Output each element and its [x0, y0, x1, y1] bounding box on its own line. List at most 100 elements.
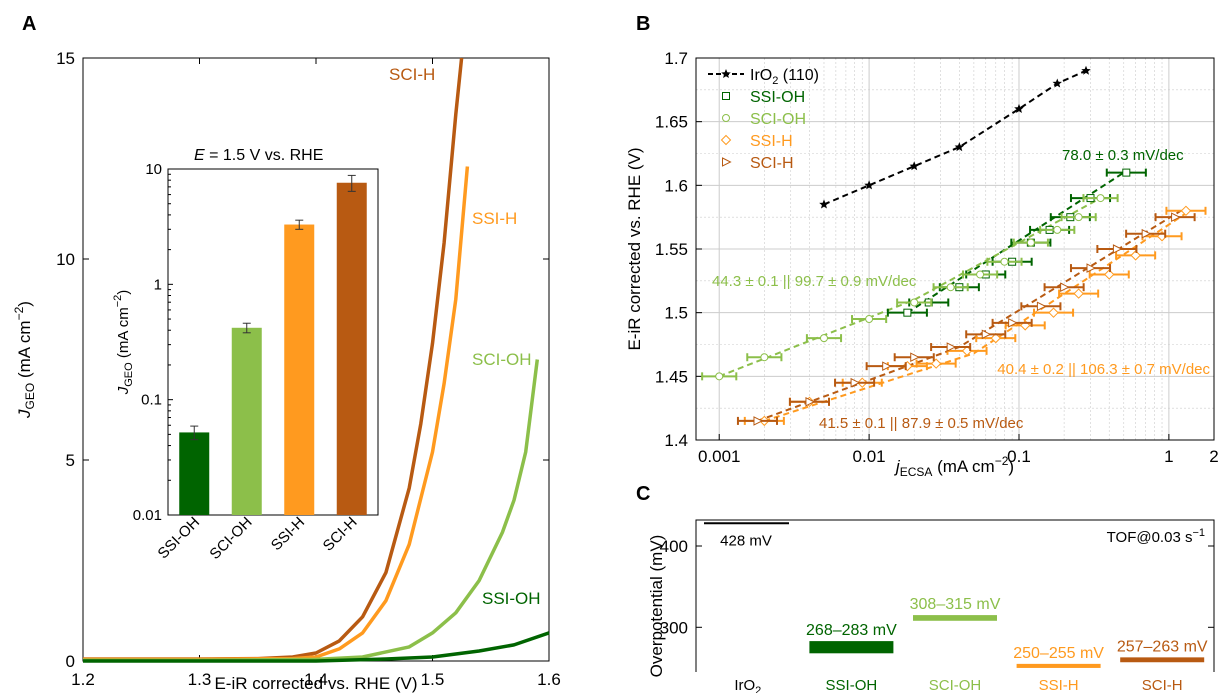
- panel-a-xtick-label: 1.5: [421, 670, 445, 689]
- panel-b-legend-label: IrO2 (110): [750, 67, 819, 87]
- panel-b-point-triangle: [1171, 212, 1181, 222]
- panel-b-ytick-label: 1.5: [664, 304, 688, 323]
- panel-b-point-triangle: [1008, 318, 1018, 328]
- panel-b-point-triangle: [805, 396, 816, 407]
- panel-a-ylabel-unit: (mA cm: [15, 320, 34, 382]
- inset-ytick-label: 1: [154, 276, 162, 293]
- panel-a-chart: 1.2 1.3 1.4 1.5 1.6 0 5 10 15 E-iR corrected vs. …: [12, 49, 561, 693]
- panel-b-point-diamond: [930, 358, 942, 369]
- panel-c-category-label: SCI-OH: [929, 677, 982, 693]
- panel-b-legend-marker: [722, 114, 730, 122]
- panel-c-frame: [695, 519, 1215, 672]
- panel-label-c: C: [636, 483, 650, 505]
- panel-c-tof-note: TOF@0.03 s−1: [1107, 527, 1205, 546]
- panel-a-ylabel-sub: GEO: [23, 383, 37, 410]
- panel-c-range-bar: [809, 641, 894, 654]
- panel-c-category-main: SSI-H: [1039, 677, 1079, 693]
- panel-b-point-square: [1122, 168, 1131, 177]
- panel-a-series-line-ssi-oh: [83, 631, 550, 663]
- panel-b-slope-annotation: 78.0 ± 0.3 mV/dec: [1062, 147, 1184, 164]
- inset-y-axis-label: JGEO (mA cm−2): [112, 290, 135, 396]
- panel-a-ytick-label: 0: [66, 652, 75, 671]
- panel-b-legend-name: IrO: [750, 67, 772, 84]
- panel-b-legend-marker: [722, 92, 730, 100]
- panel-b-point-star: [819, 199, 829, 209]
- panel-b-slope-annotation: 40.4 ± 0.2 || 106.3 ± 0.7 mV/dec: [997, 361, 1210, 378]
- panel-label-b: B: [636, 13, 650, 35]
- panel-b-point-circle: [910, 298, 919, 307]
- panel-b-point-circle: [1096, 194, 1105, 203]
- panel-b-point-triangle: [981, 329, 992, 340]
- panel-b-point-circle: [715, 372, 724, 381]
- panel-a-ytick-label: 5: [66, 451, 75, 470]
- inset-category-label: SSI-H: [268, 514, 308, 554]
- panel-c-tof-text: TOF@0.03 s: [1107, 529, 1193, 546]
- panel-b-point-star: [954, 142, 965, 152]
- panel-b-point-star: [909, 161, 919, 171]
- panel-c-range-label: 428 mV: [720, 532, 772, 549]
- panel-c-category-main: SCI-H: [1142, 677, 1183, 693]
- panel-b-point-star: [1014, 103, 1024, 113]
- inset-title-rest: = 1.5 V vs. RHE: [205, 147, 324, 164]
- panel-b-fit-line: [823, 69, 1087, 206]
- panel-b-ytick-label: 1.65: [655, 113, 688, 132]
- panel-b-ytick-label: 1.7: [664, 49, 688, 68]
- panel-b-point-circle: [865, 315, 874, 324]
- panel-c-ytick-label: 300: [660, 618, 688, 637]
- panel-b-fit-line: [757, 209, 1182, 422]
- panel-c-range-label: 308–315 mV: [910, 596, 1001, 613]
- panel-c-ytick-label: 400: [660, 537, 688, 556]
- inset-frame: [167, 168, 379, 516]
- panel-b-xlabel-j: j: [894, 457, 901, 476]
- panel-b-point-triangle: [910, 352, 920, 363]
- panel-b-legend-marker: [722, 157, 732, 167]
- panel-b-point-triangle: [946, 342, 957, 352]
- panel-a-x-axis-label: E-iR corrected vs. RHE (V): [214, 674, 417, 693]
- panel-b-legend-label: SCI-H: [750, 155, 794, 172]
- inset-bar-sci-h: [336, 182, 367, 516]
- panel-b-point-star: [1052, 78, 1062, 88]
- panel-label-a: A: [22, 13, 36, 35]
- panel-b-point-diamond: [1073, 288, 1084, 299]
- inset-title-e: E: [194, 147, 205, 164]
- panel-a-ytick-label: 15: [56, 49, 75, 68]
- panel-b-slope-annotation: 44.3 ± 0.1 || 99.7 ± 0.9 mV/dec: [712, 273, 917, 290]
- panel-b-legend-name: SSI-OH: [750, 89, 805, 106]
- panel-b-legend-marker: [720, 134, 732, 146]
- panel-b-point-diamond: [990, 332, 1001, 344]
- inset-ytick-label: 10: [145, 161, 162, 178]
- panel-c-tof-exp: −1: [1192, 527, 1205, 539]
- panel-b-point-triangle: [850, 377, 861, 388]
- panel-a-xtick-label: 1.4: [304, 670, 328, 689]
- panel-b-xtick-label: 0.01: [853, 447, 886, 466]
- inset-title: E = 1.5 V vs. RHE: [194, 147, 323, 164]
- inset-category-label: SCI-H: [320, 514, 361, 555]
- panel-b-fit-line: [718, 197, 1101, 378]
- panel-a-ylabel-j: J: [15, 409, 34, 419]
- panel-b-legend-name: SCI-H: [750, 155, 794, 172]
- inset-category-label: SCI-OH: [206, 514, 255, 563]
- panel-b-point-triangle: [1141, 228, 1152, 239]
- panel-b-legend-name: SCI-OH: [750, 111, 806, 128]
- panel-b-point-triangle: [1036, 301, 1047, 312]
- panel-c-category-label: SSI-OH: [826, 677, 878, 693]
- panel-b-point-triangle: [1086, 263, 1097, 273]
- panel-c-category-label: SCI-H: [1142, 677, 1183, 693]
- inset-ylabel-sub: GEO: [123, 362, 135, 387]
- panel-c-category-sub: 2: [755, 685, 761, 693]
- inset-ylabel-exp: −2: [112, 295, 124, 308]
- inset-ylabel-j: J: [115, 386, 132, 395]
- panel-b-point-diamond: [1104, 269, 1115, 280]
- inset-bar-sci-oh: [231, 327, 262, 515]
- panel-c-range-bar: [1016, 663, 1101, 668]
- panel-b-slope-annotation: 41.5 ± 0.1 || 87.9 ± 0.5 mV/dec: [819, 415, 1024, 432]
- panel-b-point-star: [864, 180, 874, 190]
- panel-b-legend-label: SCI-OH: [750, 111, 806, 128]
- panel-a-series-label: SSI-H: [472, 209, 517, 228]
- panel-c-y-axis-label: Overpotential (mV): [647, 535, 666, 678]
- panel-a-inset-chart: 0.01 0.1 1 10 E = 1.5 V vs. RHE JGEO (mA cm−2…: [112, 147, 379, 563]
- panel-a-series-line-ssi-h: [83, 166, 470, 662]
- panel-a-ytick-label: 10: [56, 250, 75, 269]
